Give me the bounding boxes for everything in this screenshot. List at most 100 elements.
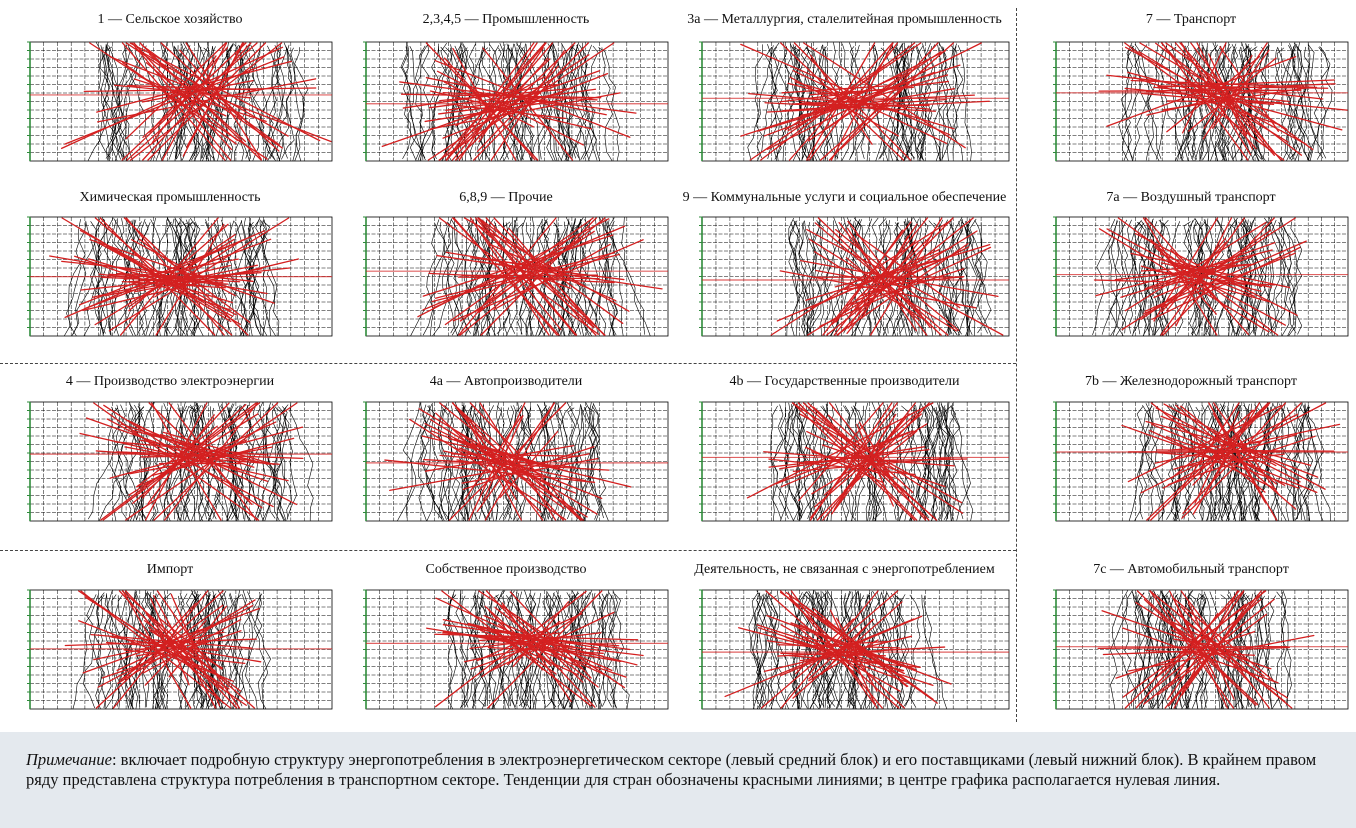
chart-panel: Химическая промышленность: [0, 190, 340, 350]
trend-line: [418, 408, 598, 515]
trend-line: [96, 60, 292, 113]
country-series-line: [894, 591, 913, 707]
country-series-line: [427, 404, 445, 521]
country-series-line: [570, 404, 583, 522]
trend-line: [1093, 279, 1276, 286]
trend-line: [813, 608, 908, 688]
country-series-line: [1217, 405, 1241, 522]
trend-lines-group: [770, 217, 1004, 336]
trend-line: [120, 423, 255, 468]
trend-line: [399, 81, 637, 114]
country-series-line: [606, 219, 645, 335]
country-series-line: [257, 402, 287, 522]
country-series-line: [1285, 402, 1303, 522]
trend-line: [119, 604, 224, 682]
trend-line: [436, 254, 663, 290]
trend-line: [389, 453, 590, 492]
country-series-line: [917, 404, 930, 520]
country-series-line: [438, 407, 450, 521]
country-series-line: [967, 218, 992, 334]
country-series-line: [484, 594, 499, 707]
trend-line: [435, 597, 612, 679]
trend-lines-group: [724, 590, 952, 709]
trend-line: [1145, 420, 1312, 466]
trend-line: [134, 47, 289, 137]
country-series-line: [1210, 45, 1225, 162]
country-series-line: [237, 45, 275, 160]
country-series-line: [440, 405, 454, 521]
chart-panel: 6,8,9 — Прочие: [336, 190, 676, 350]
chart-plot: [27, 401, 333, 522]
country-series-line: [1174, 403, 1196, 520]
country-series-line: [441, 406, 469, 519]
country-series-line: [792, 44, 823, 162]
trend-line: [740, 43, 951, 136]
trend-line: [478, 246, 563, 313]
country-series-line: [1304, 403, 1331, 522]
trend-line: [1143, 598, 1275, 705]
chart-title: Импорт: [146, 562, 194, 577]
country-series-line: [750, 593, 764, 710]
country-series-line: [539, 402, 557, 522]
trend-line: [768, 448, 930, 468]
trend-line: [477, 217, 578, 336]
country-series-line: [481, 45, 496, 159]
country-series-line: [236, 220, 251, 335]
country-series-line: [1259, 221, 1277, 334]
trend-line: [785, 636, 913, 685]
trend-line: [822, 427, 891, 479]
trend-lines-group: [384, 402, 632, 521]
trend-line: [805, 243, 991, 301]
country-series-line: [1250, 595, 1271, 707]
country-series-line: [1307, 42, 1317, 162]
chart-plot: [699, 401, 1010, 522]
trend-line: [1122, 627, 1279, 684]
chart-title: 7a — Воздушный транспорт: [1106, 190, 1276, 205]
trend-line: [80, 267, 291, 291]
country-series-line: [1252, 403, 1280, 522]
country-series-line: [1287, 221, 1303, 337]
trend-line: [143, 620, 242, 692]
chart-title: 7b — Железнодорожный транспорт: [1084, 374, 1297, 389]
country-series-line: [226, 220, 246, 335]
trend-line: [770, 220, 952, 336]
trend-line: [1145, 649, 1256, 656]
trend-line: [455, 42, 576, 161]
country-series-line: [1121, 219, 1143, 335]
trend-line: [64, 638, 258, 647]
country-series-line: [255, 404, 266, 520]
trend-line: [1135, 590, 1240, 709]
trend-line: [782, 98, 948, 112]
trend-line: [1145, 217, 1249, 335]
country-series-line: [600, 593, 612, 707]
country-series-line: [770, 595, 782, 710]
trend-line: [1140, 265, 1270, 303]
chart-panel: Деятельность, не связанная с энергопотре…: [672, 562, 1017, 723]
trend-line: [82, 258, 299, 312]
country-series-line: [878, 220, 888, 337]
country-series-line: [1183, 45, 1198, 160]
country-series-line: [1107, 219, 1118, 336]
country-series-line: [487, 594, 506, 710]
trend-line: [147, 42, 267, 161]
trend-line: [472, 625, 627, 678]
country-series-line: [101, 217, 114, 334]
country-series-line: [1168, 46, 1192, 162]
trend-line: [849, 430, 918, 488]
trend-line: [491, 258, 571, 289]
country-series-line: [602, 593, 621, 708]
trend-lines-group: [60, 42, 332, 161]
country-series-line: [461, 595, 488, 707]
country-series-line: [1120, 42, 1133, 161]
country-series-line: [242, 220, 270, 337]
chart-plot: [1053, 41, 1349, 162]
country-series-line: [556, 43, 574, 162]
trend-line: [445, 42, 535, 161]
trend-line: [820, 42, 955, 161]
country-series-line: [852, 592, 872, 707]
country-series-line: [602, 217, 615, 336]
country-series-line: [601, 47, 613, 162]
trend-line: [484, 402, 555, 521]
trend-line: [861, 235, 909, 319]
trend-line: [121, 42, 247, 161]
